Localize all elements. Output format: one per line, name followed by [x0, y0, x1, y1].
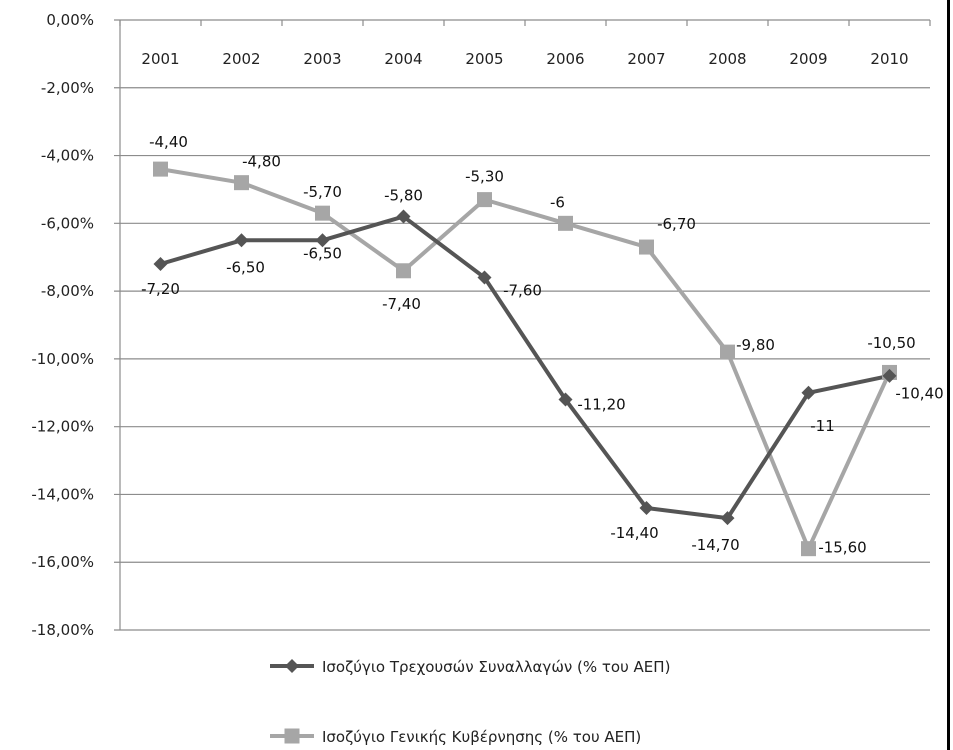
marker-square [558, 215, 573, 231]
data-label-current-account: -11,20 [577, 396, 625, 414]
marker-diamond [720, 511, 735, 526]
marker-diamond [801, 385, 816, 400]
x-tick-label: 2002 [222, 50, 260, 68]
data-label-general-government: -4,40 [149, 133, 188, 151]
x-tick-label: 2007 [627, 50, 665, 68]
series-line-general-government [160, 167, 892, 551]
marker-diamond [234, 233, 249, 248]
data-label-general-government: -5,30 [465, 168, 504, 186]
data-label-current-account: -7,60 [503, 282, 542, 300]
y-tick-label: -16,00% [31, 553, 94, 571]
x-tick-label: 2009 [789, 50, 827, 68]
y-tick-labels: 0,00% -2,00% -4,00% -6,00% -8,00% -10,00% -12,… [31, 11, 94, 639]
x-tick-label: 2008 [708, 50, 746, 68]
marker-square [153, 161, 168, 177]
legend-marker-diamond [285, 659, 299, 673]
marker-square [639, 239, 654, 255]
y-tick-label: 0,00% [46, 11, 94, 29]
x-tick-labels: 2001 2002 2003 2004 2005 2006 2007 2008 2009 2010 [141, 50, 908, 68]
series-group [153, 161, 897, 557]
marker-square [396, 263, 411, 279]
y-tick-label: -2,00% [41, 79, 94, 97]
data-label-general-government: -6 [550, 193, 565, 211]
data-labels: -7,20 -6,50 -6,50 -5,80 -7,60 -11,20 -14,40 -14… [141, 133, 944, 557]
marker-diamond [153, 257, 168, 271]
x-tick-label: 2010 [870, 50, 908, 68]
data-label-current-account: -10,50 [867, 334, 915, 352]
data-label-general-government: -15,60 [818, 539, 866, 557]
marker-square [315, 205, 330, 221]
marker-diamond [882, 368, 897, 383]
data-label-current-account: -11 [810, 417, 835, 435]
x-tick-label: 2004 [384, 50, 422, 68]
y-tick-label: -10,00% [31, 350, 94, 368]
y-tick-label: -12,00% [31, 418, 94, 436]
series-line-current-account [159, 214, 890, 521]
data-label-general-government: -6,70 [657, 215, 696, 233]
data-label-general-government: -9,80 [736, 336, 775, 354]
legend-marker-square [284, 728, 300, 744]
x-tick-label: 2006 [546, 50, 584, 68]
data-label-general-government: -5,70 [303, 183, 342, 201]
y-tick-label: -14,00% [31, 485, 94, 503]
legend-label: Ισοζύγιο Τρεχουσών Συναλλαγών (% του ΑΕΠ… [322, 658, 670, 676]
data-label-current-account: -14,40 [610, 524, 658, 542]
marker-diamond [558, 392, 573, 407]
marker-square [720, 344, 735, 360]
marker-diamond [315, 233, 330, 248]
axes [119, 20, 931, 630]
marker-diamond [639, 501, 654, 515]
data-label-current-account: -6,50 [226, 258, 265, 276]
x-tick-label: 2003 [303, 50, 341, 68]
data-label-current-account: -5,80 [384, 187, 423, 205]
data-label-current-account: -7,20 [141, 280, 180, 298]
data-label-general-government: -4,80 [242, 153, 281, 171]
legend-label: Ισοζύγιο Γενικής Κυβέρνησης (% του ΑΕΠ) [322, 728, 641, 746]
marker-diamond [477, 270, 492, 285]
window-edge [947, 0, 950, 750]
x-tick-label: 2005 [465, 50, 503, 68]
data-label-current-account: -14,70 [691, 536, 739, 554]
data-label-current-account: -6,50 [303, 244, 342, 262]
data-label-general-government: -10,40 [895, 384, 943, 402]
y-tick-label: -6,00% [41, 214, 94, 232]
y-tick-label: -4,00% [41, 147, 94, 165]
y-tick-label: -18,00% [31, 621, 94, 639]
x-tick-label: 2001 [141, 50, 179, 68]
data-label-general-government: -7,40 [382, 295, 421, 313]
marker-square [234, 175, 249, 191]
marker-square [801, 541, 816, 557]
y-tick-label: -8,00% [41, 282, 94, 300]
gridlines [114, 19, 930, 631]
marker-square [477, 192, 492, 208]
legend: Ισοζύγιο Τρεχουσών Συναλλαγών (% του ΑΕΠ… [270, 658, 670, 746]
marker-diamond [396, 209, 411, 224]
